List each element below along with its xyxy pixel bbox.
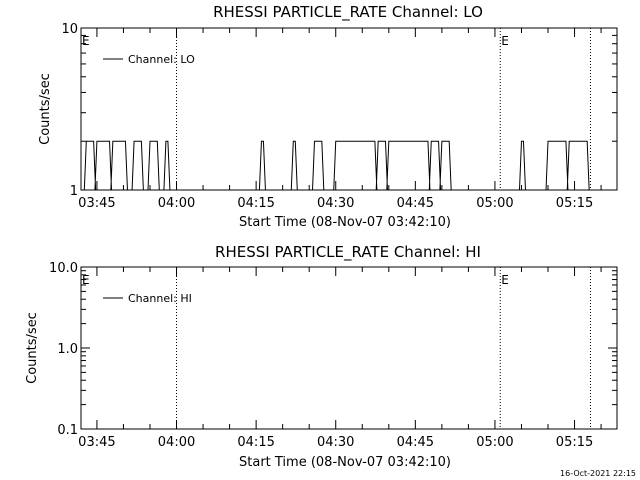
panel-lo-vlines [176, 28, 591, 190]
panel-lo-x-label: Start Time (08-Nov-07 03:42:10) [239, 215, 451, 230]
x-tick-label: 04:45 [397, 196, 434, 211]
panel-lo: RHESSI PARTICLE_RATE Channel: LO 1 10 03:… [38, 3, 618, 230]
panel-lo-y-ticks: 1 10 [61, 22, 617, 199]
panel-hi: RHESSI PARTICLE_RATE Channel: HI 0.1 1.0 1… [25, 243, 618, 470]
x-tick-label: 05:00 [476, 196, 513, 211]
panel-hi-legend-label: Channel: HI [128, 292, 192, 305]
y-tick-label: 1 [70, 184, 78, 199]
event-marker-e: E [82, 34, 90, 48]
panel-lo-frame [80, 27, 618, 191]
x-tick-label: 04:00 [158, 435, 195, 450]
panel-lo-y-label: Counts/sec [38, 73, 53, 145]
x-tick-label: 04:15 [237, 435, 274, 450]
panel-hi-vlines [176, 267, 591, 429]
event-marker-e: E [501, 273, 509, 287]
x-tick-label: 05:15 [556, 196, 593, 211]
footer-timestamp: 16-Oct-2021 22:15 [560, 469, 636, 478]
y-tick-label: 1.0 [57, 342, 78, 357]
x-tick-label: 04:30 [317, 435, 354, 450]
x-tick-label: 05:15 [556, 435, 593, 450]
panel-hi-x-ticks: 03:45 04:00 04:15 04:30 04:45 05:00 05:15 [78, 267, 602, 450]
y-tick-label: 0.1 [57, 423, 78, 438]
panel-lo-x-ticks: 03:45 04:00 04:15 04:30 04:45 05:00 05:15 [78, 28, 602, 211]
event-marker-e: E [82, 273, 90, 287]
x-tick-label: 04:45 [397, 435, 434, 450]
y-tick-label: 10 [61, 22, 78, 37]
panel-hi-x-label: Start Time (08-Nov-07 03:42:10) [239, 455, 451, 470]
panel-lo-title: RHESSI PARTICLE_RATE Channel: LO [213, 3, 483, 22]
x-tick-label: 05:00 [476, 435, 513, 450]
panel-hi-title: RHESSI PARTICLE_RATE Channel: HI [215, 243, 481, 262]
event-marker-e: E [501, 34, 509, 48]
panel-hi-y-label: Counts/sec [25, 312, 40, 384]
x-tick-label: 03:45 [78, 196, 115, 211]
x-tick-label: 04:15 [237, 196, 274, 211]
x-tick-label: 03:45 [78, 435, 115, 450]
x-tick-label: 04:00 [158, 196, 195, 211]
x-tick-label: 04:30 [317, 196, 354, 211]
panel-lo-legend-label: Channel: LO [128, 53, 195, 66]
panel-hi-y-ticks: 0.1 1.0 10.0 [49, 261, 617, 438]
y-tick-label: 10.0 [49, 261, 78, 276]
panel-lo-series-line [83, 140, 590, 191]
